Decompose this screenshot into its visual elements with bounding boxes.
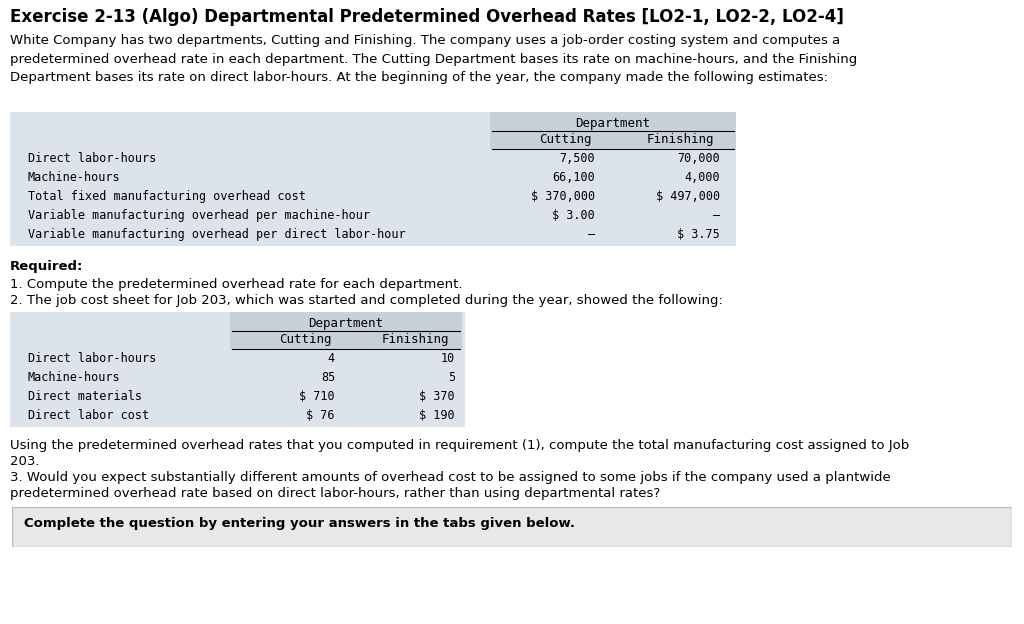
Text: $ 3.00: $ 3.00 [552, 209, 595, 222]
Text: Complete the question by entering your answers in the tabs given below.: Complete the question by entering your a… [24, 517, 575, 530]
Text: –: – [713, 209, 720, 222]
Text: $ 76: $ 76 [306, 409, 335, 422]
Text: 5: 5 [447, 371, 455, 384]
Text: Direct labor-hours: Direct labor-hours [28, 352, 157, 365]
Text: $ 710: $ 710 [299, 390, 335, 403]
Text: –: – [588, 228, 595, 241]
Text: Direct labor-hours: Direct labor-hours [28, 152, 157, 165]
Text: 1. Compute the predetermined overhead rate for each department.: 1. Compute the predetermined overhead ra… [10, 278, 463, 291]
Text: Direct labor cost: Direct labor cost [28, 409, 150, 422]
Text: Machine-hours: Machine-hours [28, 371, 121, 384]
Text: Department: Department [308, 317, 384, 330]
Text: predetermined overhead rate based on direct labor-hours, rather than using depar: predetermined overhead rate based on dir… [10, 487, 660, 500]
Text: Using the predetermined overhead rates that you computed in requirement (1), com: Using the predetermined overhead rates t… [10, 439, 909, 452]
Text: 4: 4 [328, 352, 335, 365]
Text: 203.: 203. [10, 455, 40, 468]
Text: $ 3.75: $ 3.75 [677, 228, 720, 241]
Text: 85: 85 [321, 371, 335, 384]
Text: 3. Would you expect substantially different amounts of overhead cost to be assig: 3. Would you expect substantially differ… [10, 471, 891, 484]
Text: $ 370,000: $ 370,000 [530, 190, 595, 203]
Text: 70,000: 70,000 [677, 152, 720, 165]
Text: Finishing: Finishing [381, 333, 449, 346]
Text: 4,000: 4,000 [684, 171, 720, 184]
Text: Required:: Required: [10, 260, 83, 273]
Text: Department: Department [575, 117, 650, 130]
Text: Variable manufacturing overhead per direct labor-hour: Variable manufacturing overhead per dire… [28, 228, 406, 241]
Text: 7,500: 7,500 [559, 152, 595, 165]
Text: Finishing: Finishing [646, 133, 714, 146]
Text: Variable manufacturing overhead per machine-hour: Variable manufacturing overhead per mach… [28, 209, 370, 222]
Text: Cutting: Cutting [279, 333, 331, 346]
Text: Total fixed manufacturing overhead cost: Total fixed manufacturing overhead cost [28, 190, 306, 203]
Text: Exercise 2-13 (Algo) Departmental Predetermined Overhead Rates [LO2-1, LO2-2, LO: Exercise 2-13 (Algo) Departmental Predet… [10, 8, 844, 26]
Text: $ 497,000: $ 497,000 [656, 190, 720, 203]
Text: 2. The job cost sheet for Job 203, which was started and completed during the ye: 2. The job cost sheet for Job 203, which… [10, 294, 723, 307]
Text: 10: 10 [440, 352, 455, 365]
Text: Direct materials: Direct materials [28, 390, 142, 403]
Text: 66,100: 66,100 [552, 171, 595, 184]
Text: $ 370: $ 370 [420, 390, 455, 403]
Text: $ 190: $ 190 [420, 409, 455, 422]
Text: White Company has two departments, Cutting and Finishing. The company uses a job: White Company has two departments, Cutti… [10, 34, 857, 84]
Text: Cutting: Cutting [539, 133, 591, 146]
Text: Machine-hours: Machine-hours [28, 171, 121, 184]
